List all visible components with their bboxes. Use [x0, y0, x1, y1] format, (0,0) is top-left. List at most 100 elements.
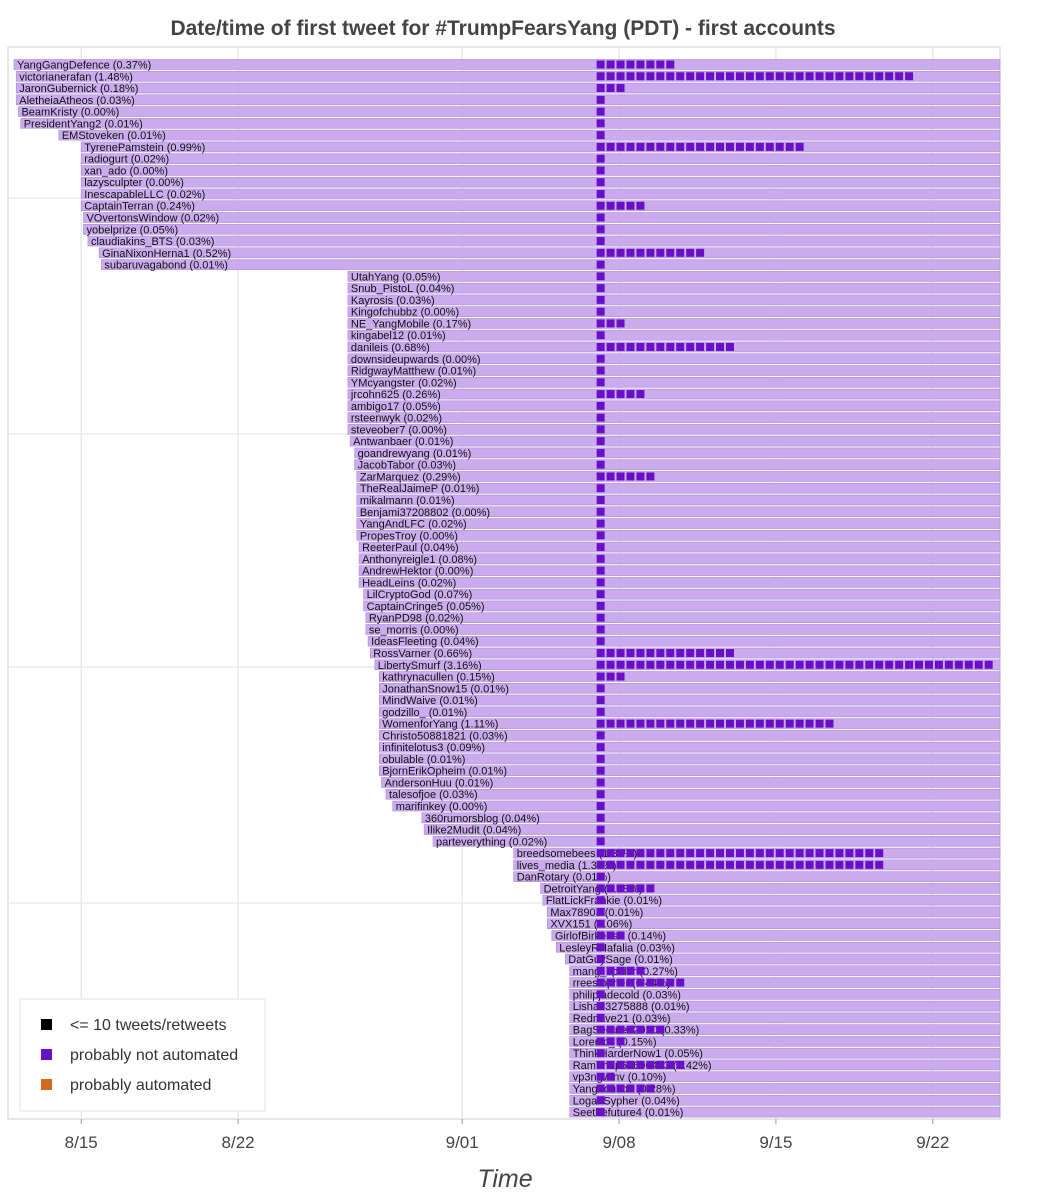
tweet-marker	[835, 660, 844, 669]
legend-swatch	[41, 1019, 52, 1030]
x-tick-label: 9/15	[759, 1133, 792, 1152]
tweet-marker	[855, 860, 864, 869]
tweet-marker	[626, 1084, 635, 1093]
account-bar	[365, 624, 1001, 635]
tweet-marker	[636, 60, 645, 69]
account-bar	[378, 683, 1001, 694]
account-bar	[569, 1047, 1001, 1059]
account-bar	[15, 70, 1001, 82]
tweet-marker	[596, 731, 605, 740]
tweet-marker	[596, 60, 605, 69]
account-label: lazysculpter (0.00%)	[84, 177, 184, 189]
tweet-marker	[865, 860, 874, 869]
tweet-marker	[725, 72, 734, 81]
tweet-marker	[725, 649, 734, 657]
account-bar	[356, 518, 1001, 529]
account-bar	[347, 353, 1001, 365]
tweet-marker	[596, 766, 605, 775]
tweet-marker	[616, 660, 625, 669]
tweet-marker	[606, 72, 615, 81]
tweet-marker	[626, 248, 635, 257]
tweet-marker	[686, 649, 695, 657]
account-label: WomenforYang (1.11%)	[382, 719, 498, 731]
tweet-marker	[626, 860, 635, 869]
tweet-marker	[795, 142, 804, 151]
account-row: Kayrosis (0.03%)	[347, 294, 1001, 307]
account-row: UtahYang (0.05%)	[347, 271, 1001, 283]
account-label: Kingofchubbz (0.00%)	[351, 307, 459, 319]
tweet-marker	[666, 142, 675, 151]
tweet-marker	[755, 719, 764, 728]
account-label: danileis (0.68%)	[351, 342, 430, 354]
account-label: mang_spider (0.27%)	[573, 966, 678, 978]
tweet-marker	[676, 660, 685, 669]
tweet-marker	[636, 978, 645, 987]
tweet-marker	[646, 884, 655, 893]
tweet-marker	[696, 649, 705, 657]
account-label: claudiakins_BTS (0.03%)	[91, 236, 215, 248]
tweet-marker	[596, 907, 605, 916]
account-row: JonathanSnow15 (0.01%)	[378, 683, 1001, 695]
account-label: Anthonyreigle1 (0.08%)	[362, 554, 477, 566]
tweet-marker	[596, 743, 605, 752]
tweet-marker	[636, 849, 645, 858]
account-row: LoganSypher (0.04%)	[569, 1094, 1001, 1107]
x-tick-label: 9/01	[446, 1133, 479, 1152]
account-bar	[13, 59, 1001, 70]
tweet-marker	[706, 342, 715, 351]
account-label: marifinkey (0.00%)	[396, 801, 488, 813]
account-row: MindWaive (0.01%)	[378, 694, 1001, 707]
tweet-marker	[825, 719, 834, 728]
account-label: Antwanbaer (0.01%)	[353, 436, 453, 448]
account-label: kingabel12 (0.01%)	[351, 330, 446, 342]
tweet-marker	[616, 860, 625, 869]
tweet-marker	[795, 719, 804, 728]
account-row: Ilike2Mudit (0.04%)	[423, 824, 1001, 837]
tweet-marker	[696, 142, 705, 151]
tweet-marker	[755, 660, 764, 669]
tweet-marker	[885, 660, 894, 669]
account-label: infinitelotus3 (0.09%)	[382, 742, 485, 754]
account-bar	[358, 541, 1001, 553]
tweet-marker	[875, 72, 884, 81]
account-bar	[58, 129, 1001, 141]
account-bar	[555, 941, 1001, 953]
tweet-marker	[606, 966, 615, 975]
tweet-marker	[825, 660, 834, 669]
account-row: BagSecured2020 (0.33%)	[569, 1024, 1001, 1037]
tweet-marker	[666, 849, 675, 858]
tweet-marker	[706, 860, 715, 869]
account-row: GinaNixonHerna1 (0.52%)	[98, 247, 1001, 260]
tweet-marker	[606, 342, 615, 351]
tweet-marker	[596, 107, 605, 116]
tweet-marker	[596, 354, 605, 363]
tweet-marker	[596, 1060, 605, 1069]
tweet-marker	[875, 860, 884, 869]
tweet-marker	[616, 719, 625, 728]
tweet-marker	[626, 719, 635, 728]
tweet-marker	[596, 95, 605, 104]
tweet-marker	[875, 660, 884, 669]
tweet-marker	[636, 719, 645, 728]
account-row: 360rumorsblog (0.04%)	[421, 812, 1001, 825]
account-bar	[358, 553, 1001, 565]
tweet-marker	[865, 660, 874, 669]
tweet-marker	[596, 637, 605, 646]
tweet-marker	[616, 672, 625, 681]
account-bar	[569, 1106, 1001, 1118]
tweet-marker	[676, 1060, 685, 1069]
tweet-marker	[596, 660, 605, 669]
account-bar	[80, 188, 1001, 200]
tweet-marker	[735, 142, 744, 151]
tweet-marker	[596, 825, 605, 834]
account-bar	[551, 930, 1001, 941]
tweet-marker	[646, 1025, 655, 1034]
tweet-marker	[606, 884, 615, 893]
tweet-marker	[626, 201, 635, 210]
account-label: YangGangDefence (0.37%)	[17, 60, 151, 72]
account-label: LilCryptoGod (0.07%)	[367, 589, 473, 601]
account-label: Christo50881821 (0.03%)	[382, 730, 507, 742]
tweet-marker	[646, 142, 655, 151]
tweet-marker	[845, 72, 854, 81]
tweet-marker	[716, 72, 725, 81]
